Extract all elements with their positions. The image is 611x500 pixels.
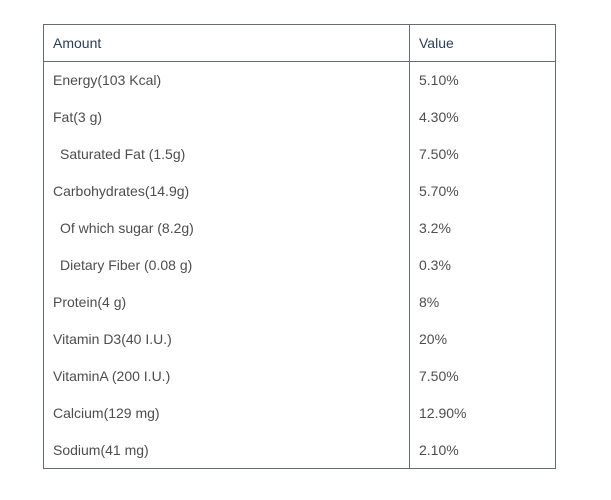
table-body: Energy(103 Kcal) 5.10% Fat(3 g) 4.30% Sa… [43,61,556,469]
nutrition-table: Amount Value Energy(103 Kcal) 5.10% Fat(… [43,24,556,469]
value-cell: 4.30% [409,98,556,136]
value-cell: 7.50% [409,357,556,395]
amount-cell: Energy(103 Kcal) [43,61,410,99]
value-cell: 12.90% [409,394,556,432]
table-row: Fat(3 g) 4.30% [43,98,556,136]
nutrition-table-container: Amount Value Energy(103 Kcal) 5.10% Fat(… [43,24,556,469]
table-row: Calcium(129 mg) 12.90% [43,394,556,432]
value-cell: 2.10% [409,431,556,469]
amount-cell: VitaminA (200 I.U.) [43,357,410,395]
table-row: Saturated Fat (1.5g) 7.50% [43,135,556,173]
amount-cell: Of which sugar (8.2g) [43,209,410,247]
table-row: Of which sugar (8.2g) 3.2% [43,209,556,247]
header-value: Value [409,24,556,62]
amount-cell: Protein(4 g) [43,283,410,321]
table-row: VitaminA (200 I.U.) 7.50% [43,357,556,395]
value-cell: 0.3% [409,246,556,284]
value-cell: 5.70% [409,172,556,210]
amount-cell: Saturated Fat (1.5g) [43,135,410,173]
value-cell: 3.2% [409,209,556,247]
amount-cell: Dietary Fiber (0.08 g) [43,246,410,284]
table-row: Protein(4 g) 8% [43,283,556,321]
value-cell: 5.10% [409,61,556,99]
table-row: Carbohydrates(14.9g) 5.70% [43,172,556,210]
amount-cell: Calcium(129 mg) [43,394,410,432]
value-cell: 20% [409,320,556,358]
header-row: Amount Value [43,24,556,62]
amount-cell: Vitamin D3(40 I.U.) [43,320,410,358]
table-row: Vitamin D3(40 I.U.) 20% [43,320,556,358]
table-header: Amount Value [43,24,556,62]
amount-cell: Fat(3 g) [43,98,410,136]
table-row: Dietary Fiber (0.08 g) 0.3% [43,246,556,284]
value-cell: 7.50% [409,135,556,173]
table-row: Energy(103 Kcal) 5.10% [43,61,556,99]
amount-cell: Sodium(41 mg) [43,431,410,469]
amount-cell: Carbohydrates(14.9g) [43,172,410,210]
table-row: Sodium(41 mg) 2.10% [43,431,556,469]
value-cell: 8% [409,283,556,321]
header-amount: Amount [43,24,410,62]
